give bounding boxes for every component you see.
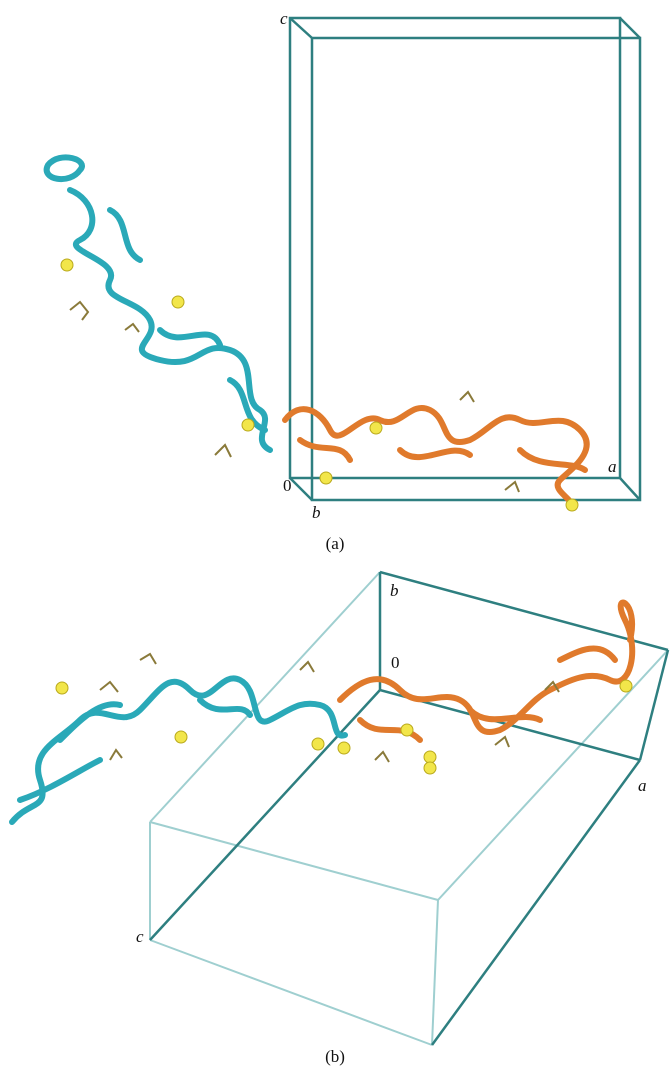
unit-cell [150, 572, 668, 1045]
panel-label: (b) [325, 1047, 345, 1066]
axis-label: c [136, 927, 144, 946]
unit-cell [290, 18, 640, 500]
figure: c 0 b a (a) [0, 0, 670, 1075]
axis-label: b [312, 503, 321, 522]
protein [47, 157, 587, 511]
axis-label: b [390, 581, 399, 600]
panel-b: b 0 a c (b) [12, 572, 668, 1066]
origin-label: 0 [283, 476, 292, 495]
origin-label: 0 [391, 653, 400, 672]
axis-label: c [280, 9, 288, 28]
axis-label: a [608, 457, 617, 476]
axis-label: a [638, 776, 647, 795]
panel-label: (a) [326, 534, 345, 553]
panel-a: c 0 b a (a) [47, 9, 640, 553]
